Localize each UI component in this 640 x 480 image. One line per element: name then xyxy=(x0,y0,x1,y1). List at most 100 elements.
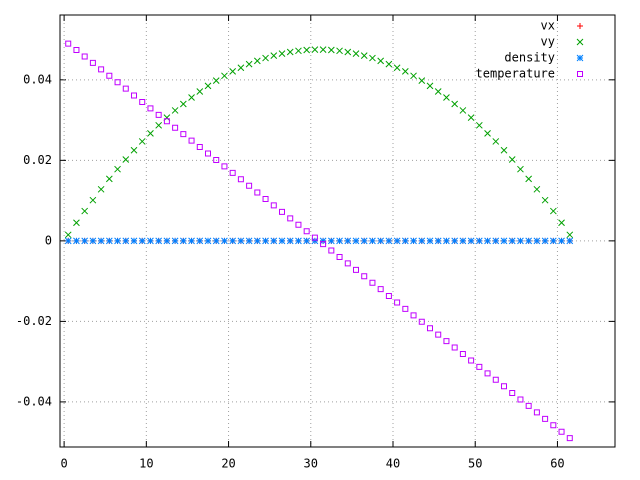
point xyxy=(106,72,113,79)
point xyxy=(344,260,351,267)
point xyxy=(213,156,220,163)
point xyxy=(542,415,549,422)
point xyxy=(138,138,146,145)
point xyxy=(147,105,154,112)
point xyxy=(361,273,368,280)
point xyxy=(393,237,401,245)
point xyxy=(369,279,376,286)
point xyxy=(418,318,425,325)
point xyxy=(253,57,261,65)
point xyxy=(517,165,524,173)
point xyxy=(377,57,385,65)
point xyxy=(549,237,557,245)
point xyxy=(427,325,433,332)
point xyxy=(525,175,533,183)
point xyxy=(188,237,195,245)
point xyxy=(484,237,491,245)
point xyxy=(533,185,541,193)
point xyxy=(459,350,466,357)
point xyxy=(73,237,80,245)
point xyxy=(229,169,236,176)
point xyxy=(410,237,417,245)
point xyxy=(558,428,565,435)
y-tick-label: 0.02 xyxy=(23,153,52,167)
point xyxy=(328,247,335,254)
point xyxy=(492,376,499,383)
point xyxy=(320,241,327,248)
y-tick-label: 0 xyxy=(45,233,52,247)
point xyxy=(262,237,269,245)
point xyxy=(475,121,483,129)
point xyxy=(558,219,565,227)
point xyxy=(360,52,368,60)
point xyxy=(122,237,130,245)
point xyxy=(254,189,261,196)
point xyxy=(279,208,285,215)
point xyxy=(443,338,450,345)
point xyxy=(295,221,302,228)
point xyxy=(533,409,540,416)
point xyxy=(500,146,508,154)
point xyxy=(377,286,384,293)
point xyxy=(451,237,459,245)
point xyxy=(188,94,195,101)
legend-entry: temperature xyxy=(476,67,583,81)
point xyxy=(89,196,97,204)
point xyxy=(114,165,121,173)
point xyxy=(517,237,524,245)
point xyxy=(492,237,500,245)
point xyxy=(541,196,549,204)
legend-label: density xyxy=(504,51,555,65)
point xyxy=(451,344,458,351)
point xyxy=(122,156,130,163)
point xyxy=(541,237,549,245)
point xyxy=(418,77,426,84)
x-tick-label: 30 xyxy=(304,457,318,471)
point xyxy=(188,137,195,144)
point xyxy=(179,237,187,245)
point xyxy=(295,237,302,245)
x-tick-label: 10 xyxy=(139,457,153,471)
point xyxy=(509,390,516,397)
point xyxy=(319,46,327,53)
point xyxy=(270,202,277,209)
point xyxy=(65,40,72,47)
point xyxy=(130,146,138,154)
point xyxy=(426,237,434,245)
point xyxy=(212,77,220,84)
point xyxy=(459,237,467,245)
point xyxy=(138,237,146,245)
point xyxy=(385,237,393,245)
point xyxy=(336,237,343,245)
point xyxy=(467,237,475,245)
point xyxy=(418,237,426,245)
plot-frame xyxy=(59,14,616,448)
point xyxy=(410,72,417,80)
point xyxy=(352,50,360,58)
point xyxy=(286,237,294,245)
point xyxy=(327,46,335,54)
point xyxy=(558,237,565,245)
point xyxy=(311,234,318,241)
point xyxy=(196,88,204,95)
point xyxy=(221,163,228,170)
point xyxy=(196,237,204,245)
point xyxy=(401,237,409,245)
point xyxy=(245,60,253,68)
point xyxy=(369,54,376,62)
point xyxy=(147,130,154,137)
point xyxy=(385,60,393,68)
point xyxy=(73,47,80,54)
point xyxy=(172,124,179,131)
point xyxy=(327,237,335,245)
point xyxy=(245,237,253,245)
point xyxy=(303,228,310,235)
point xyxy=(566,435,573,442)
point xyxy=(492,138,500,145)
point xyxy=(163,237,171,245)
x-tick-label: 40 xyxy=(386,457,400,471)
point xyxy=(98,66,105,73)
point xyxy=(377,237,385,245)
point xyxy=(410,312,417,319)
